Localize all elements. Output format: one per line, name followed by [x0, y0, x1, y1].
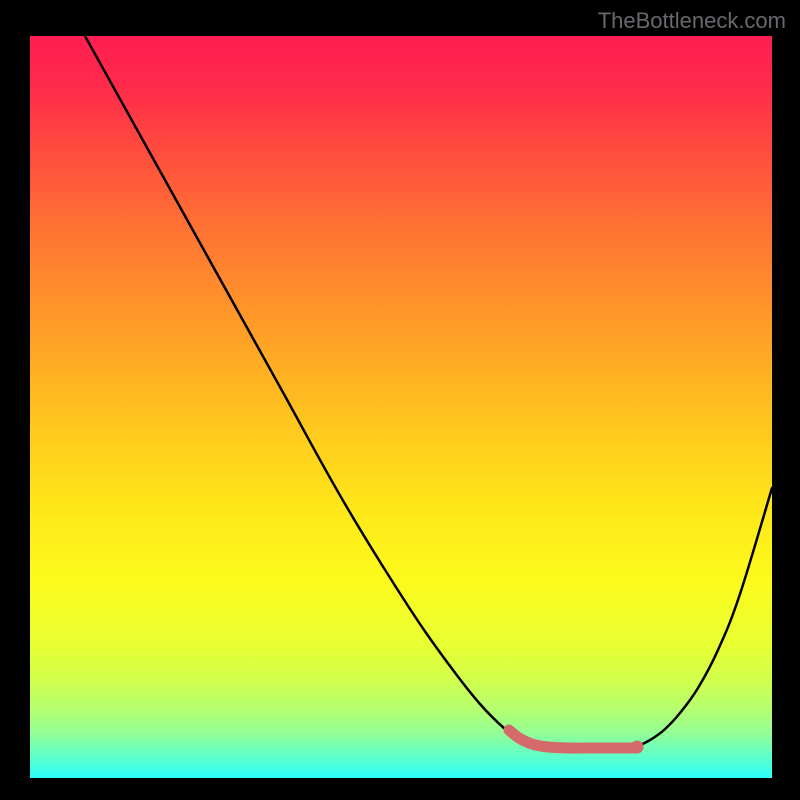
bottleneck-curve [85, 36, 772, 748]
plot-area [30, 36, 772, 778]
highlight-segment [509, 730, 637, 748]
source-watermark: TheBottleneck.com [598, 8, 786, 34]
highlight-endpoint-dot [631, 741, 644, 754]
curve-layer [30, 36, 772, 778]
